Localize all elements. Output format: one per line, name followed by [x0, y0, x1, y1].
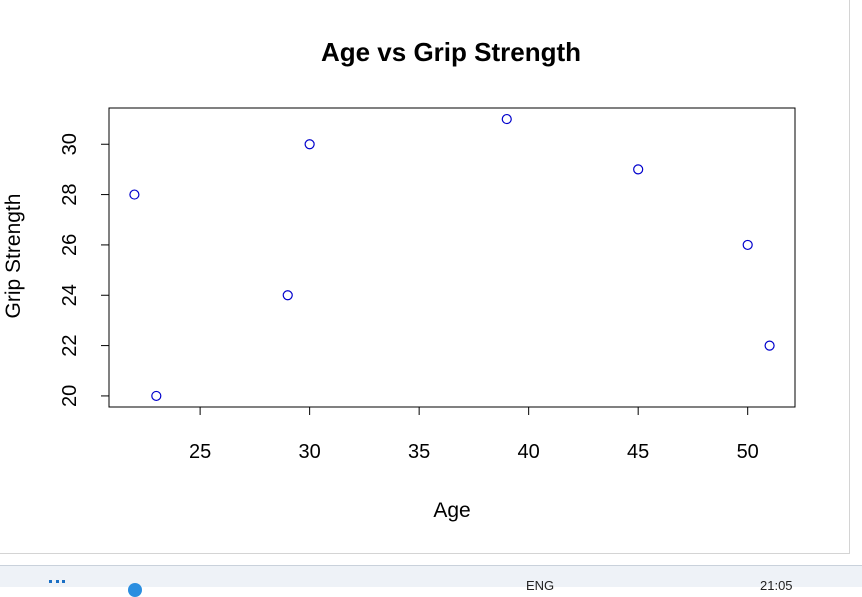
- x-tick-label: 40: [518, 441, 540, 463]
- data-points: [129, 113, 775, 402]
- data-point: [742, 239, 753, 251]
- data-point: [151, 390, 162, 402]
- y-axis: 20 22 24 26 28 30: [59, 133, 110, 407]
- data-point: [501, 113, 512, 125]
- x-tick-label: 45: [627, 441, 649, 463]
- y-tick-label: 28: [59, 183, 81, 205]
- plot-frame: [108, 107, 796, 408]
- data-point: [764, 340, 775, 351]
- app-icon[interactable]: [128, 583, 142, 597]
- data-point: [304, 139, 315, 150]
- y-tick-label: 30: [59, 133, 81, 155]
- x-tick-label: 25: [189, 441, 211, 463]
- y-tick-label: 22: [59, 334, 81, 356]
- y-tick-label: 26: [59, 234, 81, 256]
- data-point: [129, 189, 140, 200]
- x-axis: 25 30 35 40 45 50: [189, 406, 759, 463]
- x-tick-label: 50: [737, 441, 759, 463]
- data-point: [633, 164, 644, 175]
- y-axis-label: Grip Strength: [2, 194, 25, 319]
- chart-title: Age vs Grip Strength: [321, 37, 581, 67]
- plot-window: Age vs Grip Strength 25 30 35 40 45 50 20 22 24…: [0, 0, 850, 554]
- y-tick-label: 20: [59, 385, 81, 407]
- apps-icon[interactable]: [49, 580, 65, 591]
- y-tick-label: 24: [59, 284, 81, 306]
- x-tick-label: 35: [408, 441, 430, 463]
- x-axis-label: Age: [433, 499, 470, 522]
- scatter-chart: Age vs Grip Strength 25 30 35 40 45 50 20 22 24…: [2, 37, 796, 522]
- taskbar: ENG 21:05: [0, 565, 862, 597]
- x-tick-label: 30: [299, 441, 321, 463]
- data-point: [282, 290, 293, 301]
